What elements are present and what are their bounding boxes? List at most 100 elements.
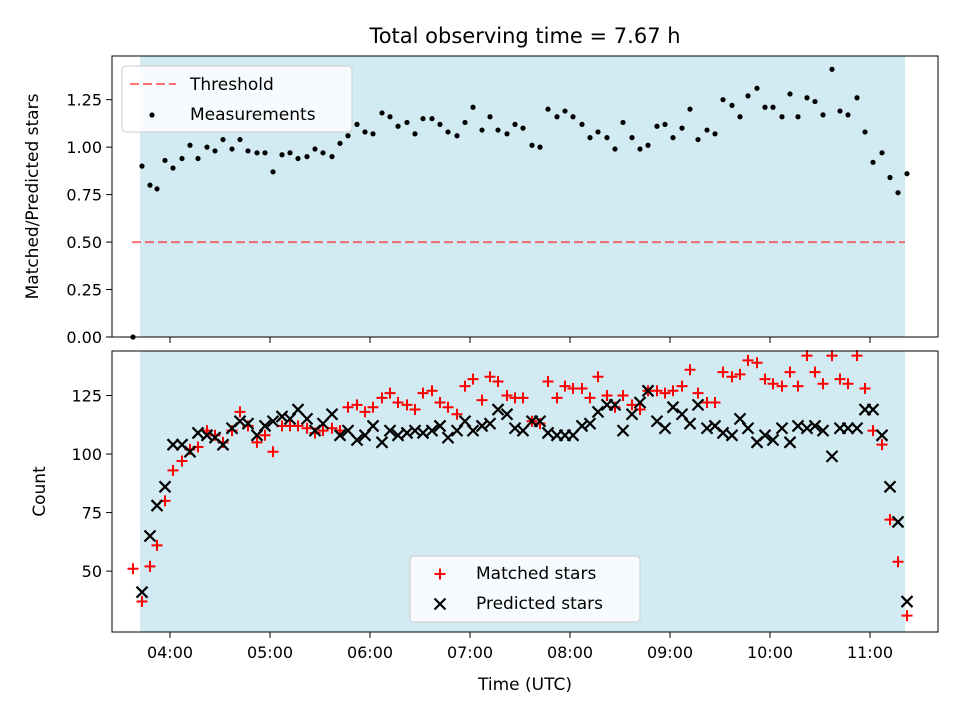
predicted-star-point <box>800 421 814 435</box>
predicted-star-point <box>616 424 630 437</box>
matched-star-point <box>151 539 163 551</box>
measurement-point <box>220 136 226 143</box>
measurement-point <box>720 97 726 103</box>
measurement-point <box>654 123 660 129</box>
matched-star-point <box>301 422 313 434</box>
matched-star-point <box>542 375 554 387</box>
bottom-axis-ticks: 04:00 05:00 06:00 07:00 08:00 09:00 10:00 11:00… <box>71 386 893 662</box>
measurement-point <box>595 129 601 135</box>
predicted-star-point <box>291 403 305 416</box>
matched-star-point <box>851 350 863 362</box>
x-tick-label: 09:00 <box>647 643 693 662</box>
measurement-point <box>837 108 843 114</box>
measurement-point <box>712 131 718 137</box>
matched-star-point <box>684 364 696 376</box>
measurement-point <box>404 119 410 126</box>
measurement-point <box>687 106 693 112</box>
predicted-star-point <box>808 419 822 433</box>
measurement-point <box>320 150 326 156</box>
legend-measurements-swatch <box>149 112 155 118</box>
legend-threshold-label: Threshold <box>189 75 274 95</box>
predicted-star-point <box>516 424 530 437</box>
legend-predicted-label: Predicted stars <box>476 594 603 614</box>
matched-star-point <box>759 373 771 385</box>
predicted-star-point <box>483 417 497 430</box>
predicted-star-point <box>700 421 714 435</box>
measurement-point <box>812 98 818 105</box>
matched-star-point <box>376 392 388 404</box>
matched-star-point <box>367 401 379 413</box>
measurement-point <box>179 155 185 162</box>
top-panel-ratio: 0.00 0.25 0.50 0.75 1.00 1.25 Matched/Predict… <box>23 55 939 347</box>
measurement-point <box>904 171 910 177</box>
predicted-star-point <box>158 480 172 494</box>
legend-predicted-swatch <box>433 597 447 611</box>
matched-star-point <box>809 366 821 378</box>
measurement-point <box>312 146 318 152</box>
measurement-point <box>162 157 168 164</box>
predicted-star-point <box>441 431 455 444</box>
top-panel-frame <box>111 55 939 338</box>
measurement-points <box>130 66 910 340</box>
legend-matched-label: Matched stars <box>476 564 596 584</box>
predicted-star-point <box>325 407 339 421</box>
predicted-star-point <box>758 429 772 442</box>
predicted-star-point <box>883 480 897 494</box>
legend-matched-swatch <box>434 568 446 580</box>
measurement-point <box>895 190 901 196</box>
matched-star-point <box>317 425 329 437</box>
y-tick-label: 0.00 <box>66 328 102 347</box>
matched-star-point <box>842 378 854 390</box>
matched-star-point <box>451 408 463 420</box>
matched-star-point <box>136 596 148 608</box>
predicted-star-point <box>541 426 555 440</box>
measurement-point <box>779 114 785 120</box>
predicted-star-point <box>725 429 739 442</box>
measurement-point <box>287 150 293 156</box>
measurement-point <box>187 142 193 148</box>
predicted-star-point <box>766 433 780 447</box>
predicted-star-point <box>275 410 289 423</box>
predicted-star-point <box>816 424 830 437</box>
matched-star-point <box>884 514 896 526</box>
x-tick-label: 11:00 <box>847 643 893 662</box>
measurement-point <box>229 146 235 152</box>
measurement-point <box>147 182 153 188</box>
measurement-point <box>704 127 710 133</box>
measurement-point <box>139 163 145 169</box>
predicted-star-point <box>791 419 805 433</box>
matched-star-point <box>726 371 738 383</box>
matched-star-point <box>384 387 396 399</box>
predicted-star-point <box>633 396 647 409</box>
measurement-point <box>337 140 343 146</box>
measurement-point <box>820 112 826 118</box>
measurement-point <box>879 150 885 156</box>
predicted-star-point <box>575 419 589 433</box>
measurement-point <box>395 123 401 129</box>
measurement-point <box>745 93 751 99</box>
predicted-star-point <box>150 499 164 512</box>
matched-star-point <box>442 401 454 413</box>
measurement-point <box>829 66 835 72</box>
predicted-star-point <box>875 429 889 442</box>
predicted-star-point <box>583 417 597 430</box>
predicted-star-point <box>741 421 755 435</box>
measurement-point <box>729 102 735 108</box>
matched-star-point <box>559 380 571 392</box>
measurement-point <box>495 127 501 133</box>
measurement-point <box>754 85 760 91</box>
measurement-point <box>737 114 743 120</box>
predicted-star-point <box>191 426 205 440</box>
measurement-point <box>604 135 610 141</box>
measurement-point <box>612 146 618 152</box>
matched-star-point <box>859 382 871 394</box>
measurement-point <box>262 150 268 156</box>
predicted-star-point <box>391 429 405 442</box>
matched-star-point <box>144 560 156 572</box>
measurement-point <box>637 146 643 152</box>
bottom-y-axis-label: Count <box>30 466 50 517</box>
matched-star-point <box>784 366 796 378</box>
matched-star-point <box>651 385 663 397</box>
matched-star-point <box>826 350 838 362</box>
predicted-star-point <box>500 407 514 421</box>
